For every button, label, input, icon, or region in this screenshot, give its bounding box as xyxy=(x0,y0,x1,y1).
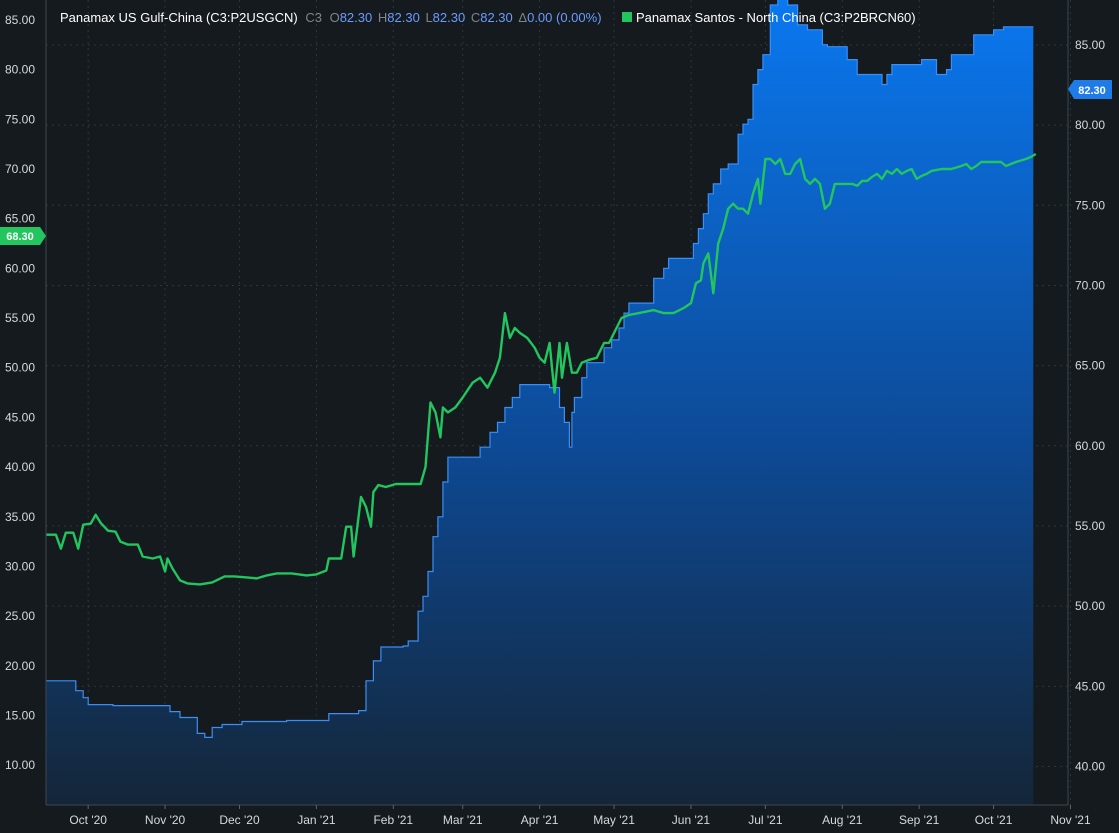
area-series-line xyxy=(46,0,1034,738)
legend-close-label: C xyxy=(471,10,480,25)
x-tick-label: Nov '21 xyxy=(1050,813,1091,827)
right-tick-label: 40.00 xyxy=(1075,760,1105,774)
legend-series2-swatch xyxy=(622,12,632,22)
right-tick-label: 80.00 xyxy=(1075,118,1105,132)
left-price-badge-bg xyxy=(0,227,46,245)
left-tick-label: 75.00 xyxy=(5,112,35,126)
left-tick-label: 55.00 xyxy=(5,311,35,325)
x-tick-label: Apr '21 xyxy=(521,813,559,827)
right-tick-label: 45.00 xyxy=(1075,679,1105,693)
x-tick-label: Sep '21 xyxy=(899,813,940,827)
right-price-badge-value: 82.30 xyxy=(1078,85,1106,97)
legend-series2-name[interactable]: Panamax Santos - North China (C3:P2BRCN6… xyxy=(636,10,916,25)
right-tick-label: 75.00 xyxy=(1075,198,1105,212)
x-tick-label: Oct '21 xyxy=(975,813,1013,827)
x-tick-label: Aug '21 xyxy=(822,813,863,827)
right-price-badge-bg xyxy=(1068,80,1112,99)
left-axis-ticks: 85.00 80.00 75.00 70.00 65.00 60.00 55.00 50.00… xyxy=(5,13,35,772)
x-tick-label: Feb '21 xyxy=(373,813,413,827)
left-tick-label: 15.00 xyxy=(5,709,35,723)
legend-high-value: 82.30 xyxy=(387,10,420,25)
right-tick-label: 60.00 xyxy=(1075,439,1105,453)
left-tick-label: 65.00 xyxy=(5,212,35,226)
left-price-badge-value: 68.30 xyxy=(6,231,34,243)
legend-high-label: H xyxy=(378,10,387,25)
legend-low-value: 82.30 xyxy=(433,10,466,25)
right-tick-label: 70.00 xyxy=(1075,278,1105,292)
line-series-layer xyxy=(46,152,1037,586)
left-tick-label: 45.00 xyxy=(5,410,35,424)
left-tick-label: 30.00 xyxy=(5,559,35,573)
left-tick-label: 60.00 xyxy=(5,261,35,275)
svg-text:Panamax US Gulf-China (C3:P2US: Panamax US Gulf-China (C3:P2USGCN) C3 O8… xyxy=(60,10,602,25)
left-tick-label: 25.00 xyxy=(5,609,35,623)
right-tick-label: 65.00 xyxy=(1075,359,1105,373)
area-series-fill xyxy=(46,0,1034,805)
right-tick-label: 85.00 xyxy=(1075,38,1105,52)
axis-layer xyxy=(45,0,1069,806)
left-price-badge: 68.30 xyxy=(0,227,46,245)
x-tick-label: Oct '20 xyxy=(69,813,107,827)
left-tick-label: 10.00 xyxy=(5,758,35,772)
legend-delta-label: Δ xyxy=(518,10,527,25)
x-tick-label: Nov '20 xyxy=(145,813,186,827)
legend-delta-value: 0.00 (0.00%) xyxy=(527,10,601,25)
x-tick-label: May '21 xyxy=(593,813,635,827)
legend: Panamax US Gulf-China (C3:P2USGCN) C3 O8… xyxy=(60,10,916,25)
x-tick-label: Dec '20 xyxy=(219,813,260,827)
left-tick-label: 80.00 xyxy=(5,63,35,77)
legend-close-value: 82.30 xyxy=(480,10,513,25)
legend-open-label: O xyxy=(330,10,340,25)
x-axis-ticks: Oct '20 Nov '20 Dec '20 Jan '21 Feb '21 Mar '… xyxy=(69,805,1091,827)
x-tick-label: Mar '21 xyxy=(443,813,483,827)
right-axis-ticks: 85.00 80.00 75.00 70.00 65.00 60.00 55.00 50.00… xyxy=(1075,38,1105,774)
legend-low-label: L xyxy=(425,10,432,25)
left-tick-label: 20.00 xyxy=(5,659,35,673)
legend-open-value: 82.30 xyxy=(340,10,373,25)
right-tick-label: 55.00 xyxy=(1075,519,1105,533)
area-series-layer xyxy=(46,0,1034,805)
legend-series1-name[interactable]: Panamax US Gulf-China (C3:P2USGCN) xyxy=(60,10,298,25)
x-tick-label: Jun '21 xyxy=(672,813,711,827)
left-tick-label: 70.00 xyxy=(5,162,35,176)
green-line-series xyxy=(46,152,1037,586)
right-tick-label: 50.00 xyxy=(1075,599,1105,613)
left-tick-label: 50.00 xyxy=(5,361,35,375)
x-tick-label: Jan '21 xyxy=(297,813,336,827)
left-tick-label: 85.00 xyxy=(5,13,35,27)
left-tick-label: 35.00 xyxy=(5,510,35,524)
right-price-badge: 82.30 xyxy=(1068,80,1112,99)
x-tick-label: Jul '21 xyxy=(748,813,783,827)
legend-series1-code: C3 xyxy=(305,10,322,25)
left-tick-label: 40.00 xyxy=(5,460,35,474)
